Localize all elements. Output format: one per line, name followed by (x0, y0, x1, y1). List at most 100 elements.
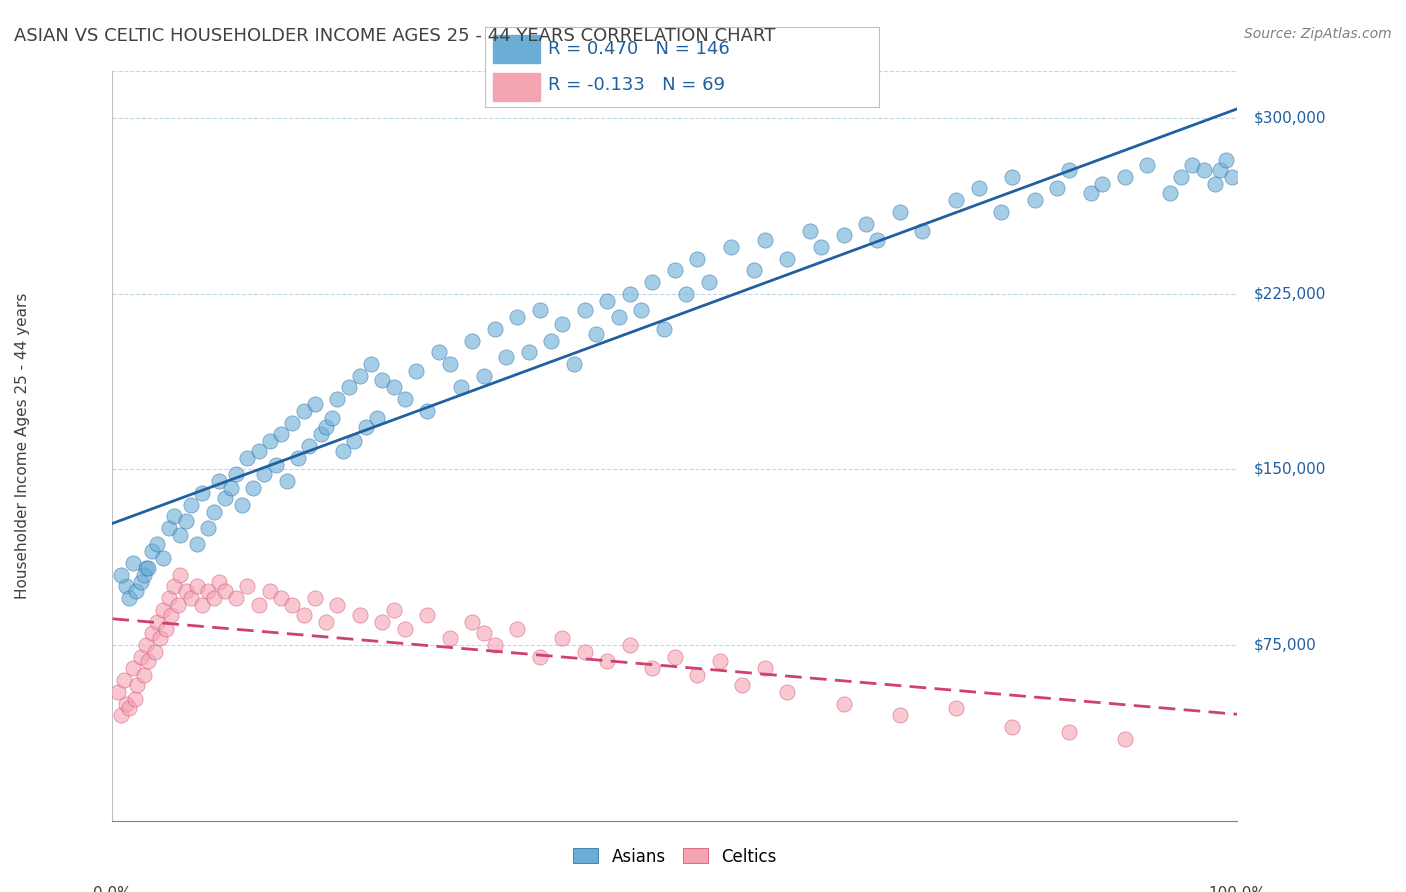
Text: 0.0%: 0.0% (93, 887, 132, 892)
Point (416, 404, 439, 418)
Point (180, 591, 202, 606)
Point (197, 521, 219, 535)
Point (124, 692, 146, 706)
Text: R = -0.133   N = 69: R = -0.133 N = 69 (548, 77, 725, 95)
Point (219, 481, 242, 495)
Point (832, 697, 855, 711)
Point (517, 345, 540, 359)
Point (169, 528, 191, 542)
Point (472, 626, 495, 640)
Point (630, 303, 652, 318)
Point (382, 380, 405, 394)
Text: 100.0%: 100.0% (1208, 887, 1267, 892)
Point (121, 661, 143, 675)
Point (382, 603, 405, 617)
Point (394, 392, 416, 407)
Point (484, 322, 506, 336)
Point (720, 240, 742, 254)
Point (326, 599, 349, 613)
Point (129, 649, 152, 664)
Point (799, 223, 821, 237)
Point (596, 293, 619, 308)
Point (405, 364, 427, 378)
Point (945, 193, 967, 207)
Point (1170, 169, 1192, 184)
Point (337, 380, 360, 394)
Point (889, 205, 911, 219)
Point (1091, 177, 1114, 191)
Point (321, 411, 343, 425)
Point (169, 567, 191, 582)
Point (118, 701, 141, 715)
Point (214, 584, 236, 599)
Point (163, 580, 186, 594)
Point (309, 427, 332, 442)
Point (1057, 724, 1080, 739)
Point (990, 205, 1012, 219)
Point (166, 599, 188, 613)
Point (141, 626, 163, 640)
Point (371, 615, 394, 629)
Point (202, 591, 225, 606)
Point (121, 556, 143, 570)
Point (138, 561, 160, 575)
Point (574, 303, 596, 318)
Point (202, 505, 225, 519)
Text: $300,000: $300,000 (1254, 111, 1327, 126)
Point (270, 427, 292, 442)
Point (191, 485, 214, 500)
Point (160, 607, 183, 622)
Point (1057, 162, 1080, 177)
Text: Source: ZipAtlas.com: Source: ZipAtlas.com (1244, 27, 1392, 41)
Point (945, 701, 967, 715)
Point (1192, 162, 1215, 177)
Point (315, 615, 337, 629)
Point (529, 649, 551, 664)
Point (191, 599, 214, 613)
Point (1209, 162, 1232, 177)
Point (292, 404, 315, 418)
Point (259, 434, 281, 449)
Point (225, 591, 247, 606)
Point (495, 350, 517, 364)
Point (186, 537, 208, 551)
Point (253, 467, 276, 482)
Point (304, 591, 326, 606)
Point (889, 708, 911, 723)
Point (686, 252, 709, 266)
Point (394, 622, 416, 636)
Point (506, 622, 529, 636)
Point (135, 561, 157, 575)
Point (551, 631, 574, 645)
Text: $150,000: $150,000 (1254, 462, 1326, 477)
Point (225, 467, 247, 482)
Point (1080, 186, 1102, 201)
Point (174, 514, 197, 528)
Text: R = 0.470   N = 146: R = 0.470 N = 146 (548, 40, 730, 58)
Point (135, 638, 157, 652)
Point (264, 458, 287, 472)
Point (343, 434, 366, 449)
Point (231, 498, 253, 512)
Point (619, 638, 641, 652)
Point (1114, 731, 1136, 746)
Point (208, 574, 231, 589)
Point (360, 357, 382, 371)
Point (619, 286, 641, 301)
Point (143, 645, 166, 659)
Point (664, 263, 686, 277)
Point (911, 223, 934, 237)
Point (138, 655, 160, 669)
Point (186, 580, 208, 594)
Point (247, 599, 270, 613)
Point (332, 443, 354, 458)
Point (675, 286, 697, 301)
Point (242, 481, 264, 495)
Point (1215, 153, 1237, 168)
Point (208, 474, 231, 488)
Point (709, 655, 731, 669)
Point (866, 233, 889, 247)
Point (349, 607, 371, 622)
Point (287, 450, 309, 465)
Point (484, 638, 506, 652)
